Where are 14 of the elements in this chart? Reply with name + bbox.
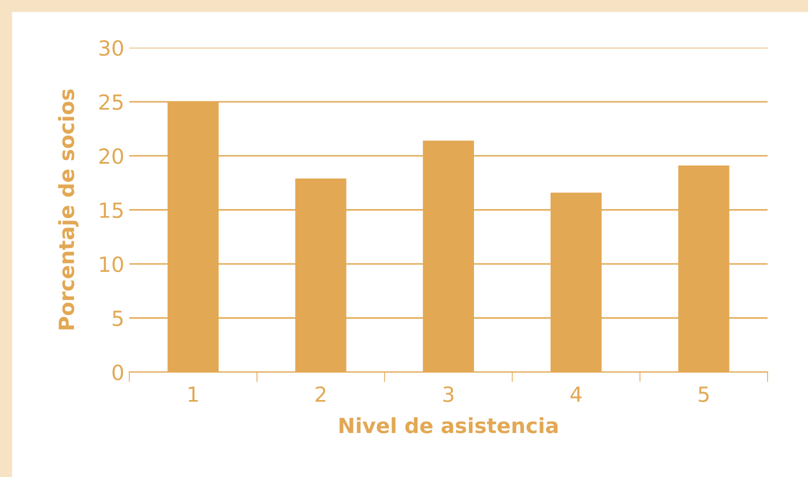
x-tick-label: 5: [698, 386, 709, 402]
x-axis-title: Nivel de asistencia: [340, 417, 558, 434]
y-tick-label: 15: [100, 202, 123, 218]
y-tick-label: 10: [100, 256, 124, 272]
y-tick-label: 0: [112, 364, 124, 380]
y-tick-label: 20: [99, 148, 124, 164]
y-tick-label: 25: [99, 94, 123, 110]
x-tick-label: 2: [316, 386, 326, 402]
y-tick-label: 5: [112, 310, 123, 326]
y-axis-title: Porcentaje de socios: [58, 89, 78, 330]
x-tick-label: 1: [188, 386, 198, 402]
y-tick-label: 30: [99, 40, 124, 56]
x-tick-label: 3: [443, 386, 454, 402]
x-tick-label: 4: [570, 386, 582, 402]
